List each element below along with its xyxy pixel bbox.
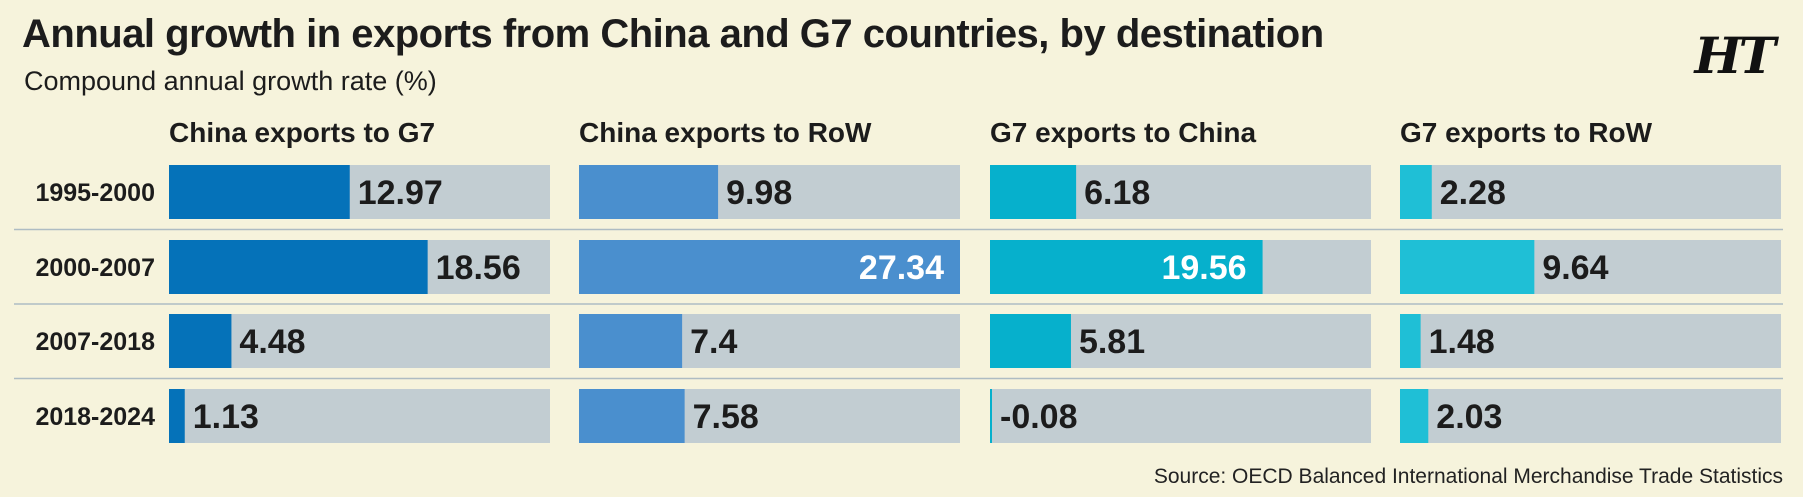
value-label: -0.08	[1000, 398, 1078, 436]
panel-title-g7-exports-to-china: G7 exports to China	[990, 117, 1256, 148]
panel-title-china-exports-to-g7: China exports to G7	[169, 117, 435, 148]
bar-china-exports-to-g7-1995-2000	[169, 165, 350, 219]
panel-title-china-exports-to-row: China exports to RoW	[579, 117, 872, 148]
value-label: 18.56	[436, 249, 521, 287]
bar-g7-exports-to-china-2007-2018	[990, 314, 1071, 368]
chart-subtitle: Compound annual growth rate (%)	[24, 66, 437, 96]
bar-track	[169, 314, 550, 368]
bar-g7-exports-to-row-1995-2000	[1400, 165, 1432, 219]
bar-track	[169, 389, 550, 443]
row-label-2000-2007: 2000-2007	[35, 254, 155, 282]
value-label: 1.48	[1429, 323, 1495, 361]
value-label: 9.98	[726, 174, 792, 212]
bar-g7-exports-to-row-2000-2007	[1400, 240, 1535, 294]
value-label: 7.4	[690, 323, 737, 361]
panel-title-g7-exports-to-row: G7 exports to RoW	[1400, 117, 1653, 148]
bar-china-exports-to-g7-2000-2007	[169, 240, 428, 294]
bar-china-exports-to-g7-2007-2018	[169, 314, 232, 368]
value-label: 12.97	[358, 174, 443, 212]
bar-china-exports-to-row-1995-2000	[579, 165, 719, 219]
value-label: 1.13	[193, 398, 259, 436]
row-label-1995-2000: 1995-2000	[35, 179, 155, 207]
bar-g7-exports-to-china-2000-2007	[990, 240, 1263, 294]
value-label: 9.64	[1542, 249, 1608, 287]
value-label: 27.34	[859, 249, 944, 287]
value-label: 19.56	[1161, 249, 1246, 287]
value-label: 4.48	[239, 323, 305, 361]
row-label-2018-2024: 2018-2024	[35, 403, 155, 431]
bar-track	[990, 389, 1371, 443]
value-label: 7.58	[693, 398, 759, 436]
row-label-2007-2018: 2007-2018	[35, 328, 155, 356]
bar-china-exports-to-g7-2018-2024	[169, 389, 185, 443]
bar-track	[1400, 314, 1781, 368]
value-label: 5.81	[1079, 323, 1145, 361]
bar-g7-exports-to-row-2007-2018	[1400, 314, 1421, 368]
bar-g7-exports-to-china-1995-2000	[990, 165, 1077, 219]
value-label: 6.18	[1084, 174, 1150, 212]
bar-g7-exports-to-china-2018-2024	[990, 389, 992, 443]
bar-china-exports-to-row-2000-2007	[579, 240, 960, 294]
bar-track	[1400, 389, 1781, 443]
bar-track	[1400, 165, 1781, 219]
chart-title: Annual growth in exports from China and …	[22, 12, 1324, 56]
source-note: Source: OECD Balanced International Merc…	[1153, 465, 1783, 488]
bar-china-exports-to-row-2018-2024	[579, 389, 685, 443]
bar-g7-exports-to-row-2018-2024	[1400, 389, 1429, 443]
value-label: 2.03	[1436, 398, 1502, 436]
bar-china-exports-to-row-2007-2018	[579, 314, 683, 368]
value-label: 2.28	[1440, 174, 1506, 212]
ht-logo: HT	[1694, 26, 1776, 85]
